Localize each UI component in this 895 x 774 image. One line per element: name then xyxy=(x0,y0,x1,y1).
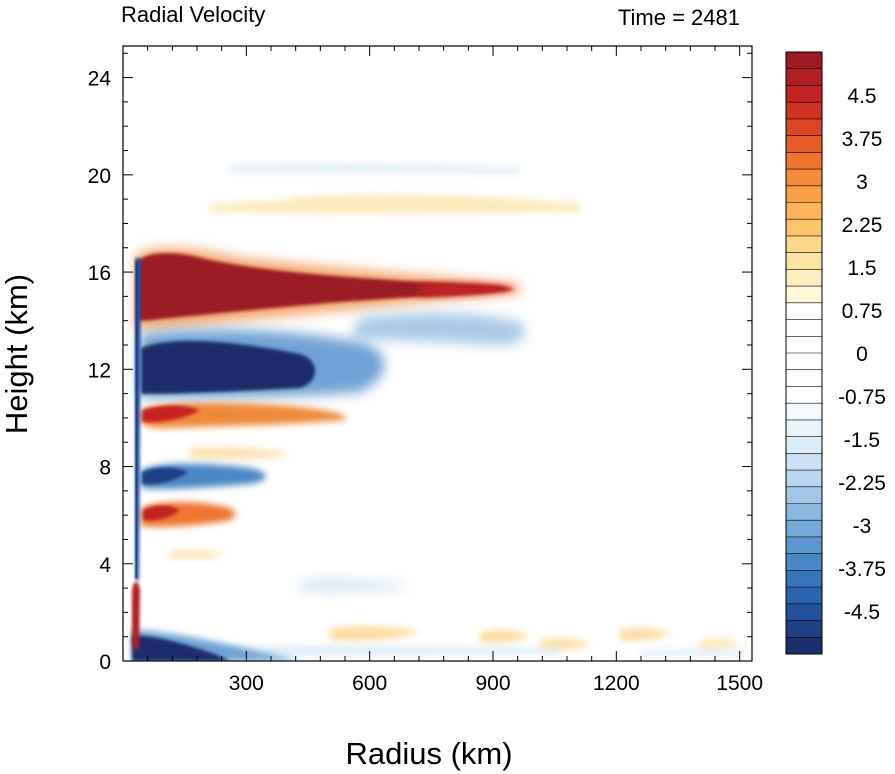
colorbar-label: -0.75 xyxy=(838,386,886,409)
strat-band-negative xyxy=(230,163,520,174)
y-tick-label: 4 xyxy=(99,554,111,577)
eyewall-positive xyxy=(132,581,140,650)
y-tick-label: 16 xyxy=(88,262,111,285)
colorbar-swatch xyxy=(786,486,822,504)
colorbar-swatch xyxy=(786,302,822,320)
y-tick-label: 20 xyxy=(88,165,111,188)
colorbar-swatch xyxy=(786,603,822,621)
colorbar-swatch xyxy=(786,587,822,605)
mid-outflow-core xyxy=(142,405,200,423)
y-tick-label: 0 xyxy=(99,651,111,674)
colorbar-swatch xyxy=(786,436,822,454)
upper-outflow-core xyxy=(137,253,514,321)
colorbar-swatch xyxy=(786,553,822,571)
x-tick-label: 600 xyxy=(352,672,387,695)
colorbar-swatch xyxy=(786,286,822,304)
colorbar-swatch xyxy=(786,520,822,538)
chart-title: Radial Velocity xyxy=(121,2,265,27)
colorbar-swatch xyxy=(786,169,822,187)
low-faint-positive-4 xyxy=(620,627,670,641)
colorbar-swatch xyxy=(786,369,822,387)
colorbar-swatch xyxy=(786,386,822,404)
strat-band-positive-2 xyxy=(290,194,540,206)
axes-ticks: 300 600 900 1200 1500 0 4 8 12 16 20 24 xyxy=(88,46,763,695)
mid-faint-positive xyxy=(190,447,290,460)
colorbar-swatch xyxy=(786,353,822,371)
shallow-upper-inflow xyxy=(350,313,525,345)
colorbar-swatch xyxy=(786,637,822,655)
colorbar-swatch xyxy=(786,219,822,237)
colorbar-label: -4.5 xyxy=(844,601,880,624)
low-faint-positive-1 xyxy=(330,625,420,641)
colorbar-swatch xyxy=(786,202,822,220)
x-tick-label: 1200 xyxy=(593,672,640,695)
colorbar-swatch xyxy=(786,102,822,120)
heatmap-field xyxy=(132,163,745,661)
colorbar-label: 3.75 xyxy=(842,128,883,151)
colorbar-swatch xyxy=(786,68,822,86)
colorbar-swatch xyxy=(786,118,822,136)
colorbar: -4.5 -3.75 -3 -2.25 -1.5 -0.75 0 0.75 1.5 2.25 3 3.… xyxy=(785,51,886,655)
upper-outflow-tip xyxy=(420,283,515,296)
y-tick-label: 12 xyxy=(88,359,111,382)
colorbar-label: 2.25 xyxy=(842,214,883,237)
y-tick-label: 24 xyxy=(88,68,112,91)
colorbar-swatch xyxy=(786,85,822,103)
colorbar-swatch xyxy=(786,336,822,354)
plot-frame xyxy=(122,45,753,662)
low-faint-positive-5 xyxy=(700,637,740,651)
lower-faint-positive xyxy=(170,551,225,559)
boundary-layer-inflow-core xyxy=(132,635,230,661)
x-tick-label: 900 xyxy=(475,672,510,695)
colorbar-swatch xyxy=(786,570,822,588)
low-faint-negative-3 xyxy=(640,647,745,658)
colorbar-swatch xyxy=(786,52,822,70)
colorbar-frame xyxy=(785,51,823,655)
colorbar-swatch xyxy=(786,419,822,437)
y-axis-label: Height (km) xyxy=(0,274,34,434)
colorbar-swatch xyxy=(786,152,822,170)
colorbar-swatch xyxy=(786,536,822,554)
x-axis-label: Radius (km) xyxy=(345,736,512,771)
y-tick-label: 8 xyxy=(99,457,111,480)
colorbar-label: 1.5 xyxy=(847,257,876,280)
colorbar-label: 0 xyxy=(856,343,868,366)
colorbar-label: 3 xyxy=(856,171,868,194)
colorbar-swatch xyxy=(786,503,822,521)
colorbar-swatch xyxy=(786,620,822,638)
colorbar-swatch xyxy=(786,235,822,253)
colorbar-swatch xyxy=(786,470,822,488)
colorbar-swatch xyxy=(786,252,822,270)
colorbar-label: -3.75 xyxy=(838,558,886,581)
colorbar-swatch xyxy=(786,319,822,337)
colorbar-label: 0.75 xyxy=(842,300,883,323)
x-tick-label: 300 xyxy=(229,672,264,695)
mid-inflow-core xyxy=(142,467,188,485)
upper-inflow-core xyxy=(141,340,315,394)
colorbar-label: -3 xyxy=(853,515,872,538)
colorbar-swatch xyxy=(786,269,822,287)
x-tick-label: 1500 xyxy=(716,672,763,695)
time-annotation: Time = 2481 xyxy=(618,5,740,30)
low-faint-negative xyxy=(300,578,410,593)
eyewall-strip-thin xyxy=(135,262,138,578)
low-faint-positive-2 xyxy=(480,629,530,643)
colorbar-label: -2.25 xyxy=(838,472,886,495)
lower-outflow-core xyxy=(143,505,180,521)
colorbar-swatch xyxy=(786,135,822,153)
colorbar-swatch xyxy=(786,453,822,471)
low-faint-positive-3 xyxy=(540,637,590,651)
colorbar-label: -1.5 xyxy=(844,429,880,452)
colorbar-swatch xyxy=(786,185,822,203)
colorbar-swatch xyxy=(786,403,822,421)
colorbar-label: 4.5 xyxy=(847,85,876,108)
low-faint-negative-2 xyxy=(180,645,560,656)
